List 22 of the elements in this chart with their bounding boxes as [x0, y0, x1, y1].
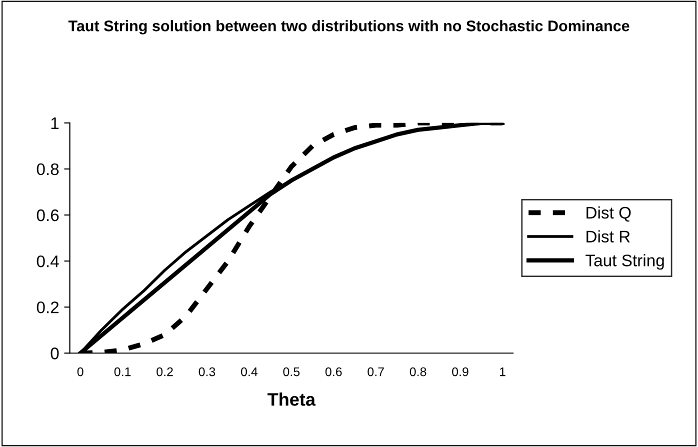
legend-label: Taut String: [586, 254, 664, 270]
x-tick-label: 0: [77, 367, 84, 376]
y-tick-label: 0.6: [36, 209, 59, 222]
y-tick-label: 0.2: [36, 301, 59, 314]
legend-label: Dist R: [586, 230, 630, 242]
x-tick-label: 0.2: [156, 367, 173, 376]
x-tick-label: 0.3: [198, 367, 216, 376]
y-tick-label: 0: [50, 348, 59, 360]
x-tick-label: 0.7: [368, 367, 384, 376]
y-tick-label: 0.8: [36, 163, 59, 176]
y-tick-label: 0.4: [36, 255, 59, 268]
x-tick-label: 0.8: [410, 367, 426, 376]
x-tick-label: 0.4: [241, 367, 258, 376]
x-tick-label: 0.6: [325, 367, 342, 376]
x-tick-label: 1: [500, 367, 506, 376]
legend-label: Dist Q: [586, 206, 631, 222]
x-tick-label: 0.9: [452, 367, 468, 376]
chart-title: Taut String solution between two distributions with no Stochastic Dominance: [68, 20, 630, 34]
x-axis-title: Theta: [268, 392, 316, 406]
x-tick-label: 0.5: [283, 367, 300, 376]
y-tick-label: 1: [51, 118, 59, 129]
x-tick-label: 0.1: [114, 367, 131, 376]
